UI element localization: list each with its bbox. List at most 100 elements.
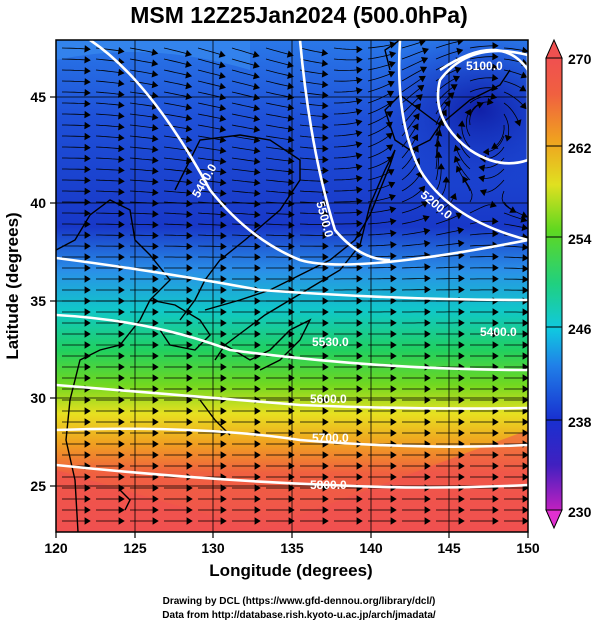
streamline-arrowhead <box>218 50 226 58</box>
streamline-arrowhead <box>288 341 295 349</box>
streamline-arrowhead <box>390 374 397 382</box>
streamline-arrowhead <box>322 80 329 89</box>
streamline-arrowhead <box>388 60 396 68</box>
streamline-arrowhead <box>254 189 261 197</box>
streamline-arrowhead <box>288 210 295 219</box>
streamline-arrowhead <box>390 274 397 283</box>
streamline-arrowhead <box>84 275 91 283</box>
streamline-arrowhead <box>152 134 159 143</box>
streamline-arrowhead <box>219 146 227 155</box>
streamline-arrowhead <box>322 210 329 218</box>
streamline-arrowhead <box>478 164 486 172</box>
streamline-arrowhead <box>252 61 260 69</box>
streamline-arrowhead <box>151 48 159 56</box>
streamline-arrowhead <box>355 97 363 105</box>
streamline-arrowhead <box>220 232 227 240</box>
streamline-arrowhead <box>84 67 91 75</box>
streamline-arrowhead <box>152 167 159 175</box>
streamline-arrowhead <box>253 146 261 155</box>
streamline-arrowhead <box>522 385 528 393</box>
streamline-arrowhead <box>486 98 494 106</box>
streamline-arrowhead <box>287 135 295 144</box>
contour-line <box>436 49 528 165</box>
streamline-arrowhead <box>220 484 227 492</box>
streamline-arrowhead <box>522 517 528 525</box>
streamline-arrowhead <box>420 57 429 64</box>
streamline-arrowhead <box>254 308 261 316</box>
streamline-arrowhead <box>254 253 261 261</box>
streamline-arrowhead <box>220 275 227 283</box>
streamline-arrowhead <box>84 429 91 437</box>
streamline-arrowhead <box>218 72 226 80</box>
streamline-arrowhead <box>356 208 363 217</box>
streamline-arrowhead <box>186 242 193 251</box>
streamline-arrowhead <box>355 174 363 183</box>
streamline-arrowhead <box>322 374 329 382</box>
streamline-arrowhead <box>522 484 528 492</box>
streamline-arrowhead <box>389 217 397 226</box>
streamline-arrowhead <box>118 495 125 503</box>
streamline-arrowhead <box>522 352 528 360</box>
streamline-arrowhead <box>288 319 295 327</box>
streamline-arrowhead <box>356 286 363 294</box>
streamline-arrowhead <box>288 495 295 503</box>
streamline-arrowhead <box>152 462 159 470</box>
streamline-arrowhead <box>424 341 431 349</box>
contour-label: 5530.0 <box>312 335 349 349</box>
streamline-arrowhead <box>478 175 486 183</box>
streamline-arrowhead <box>185 92 193 101</box>
streamline-arrowhead <box>253 114 261 123</box>
streamline-arrowhead <box>322 341 329 349</box>
streamline-arrowhead <box>186 199 193 208</box>
streamline-arrowhead <box>84 495 91 503</box>
streamline-arrowhead <box>84 418 91 426</box>
streamline-arrowhead <box>492 385 499 393</box>
y-tick-label: 35 <box>30 293 46 309</box>
streamline-arrowhead <box>411 134 419 142</box>
colorbar: 230 238 246 254 262 270 <box>545 38 592 530</box>
contour-label: 5400.0 <box>480 325 517 339</box>
streamline-arrowhead <box>440 109 447 117</box>
streamline-arrowhead <box>84 341 91 349</box>
streamline-arrowhead <box>254 242 261 251</box>
contour-label: 5700.0 <box>312 431 349 445</box>
streamline-arrowhead <box>118 209 125 218</box>
streamline-arrowhead <box>492 217 499 225</box>
streamline-arrowhead <box>254 418 261 426</box>
streamline-arrowhead <box>118 242 125 250</box>
streamline-arrowhead <box>220 506 227 514</box>
streamline-arrowhead <box>118 374 125 382</box>
streamline-arrowhead <box>84 154 91 163</box>
streamline-arrowhead <box>220 407 227 415</box>
streamline-arrowhead <box>356 275 363 283</box>
streamline-arrowhead <box>218 61 226 69</box>
streamline-arrowhead <box>435 129 443 137</box>
streamline-arrowhead <box>152 451 159 459</box>
streamline-arrowhead <box>118 188 125 196</box>
streamline-arrowhead <box>434 140 442 147</box>
streamline-arrowhead <box>84 187 91 196</box>
streamline-arrowhead <box>220 451 227 459</box>
streamline-arrowhead <box>355 76 363 85</box>
streamline-arrowhead <box>186 429 193 437</box>
streamline-arrowhead <box>252 72 260 80</box>
streamline-arrowhead <box>186 319 193 327</box>
streamline-arrowhead <box>254 221 261 229</box>
streamline-arrowhead <box>186 385 193 393</box>
streamline-arrowhead <box>118 286 125 294</box>
credit-drawing: Drawing by DCL (https://www.gfd-dennou.o… <box>163 596 436 607</box>
streamline-arrowhead <box>424 495 431 503</box>
streamline-arrowhead <box>254 484 261 492</box>
x-tick-label: 135 <box>280 540 304 556</box>
streamline-arrowhead <box>254 462 261 470</box>
streamline-arrowhead <box>84 286 91 294</box>
streamline-arrowhead <box>390 462 397 470</box>
streamline-arrowhead <box>386 90 395 98</box>
streamline-arrowhead <box>356 495 363 503</box>
streamline-arrowhead <box>151 124 159 132</box>
streamline-arrowhead <box>424 418 431 426</box>
streamline-arrowhead <box>356 429 363 437</box>
graticule <box>56 40 528 532</box>
streamline-arrowhead <box>390 252 397 260</box>
y-axis-label: Latitude (degrees) <box>3 212 22 359</box>
